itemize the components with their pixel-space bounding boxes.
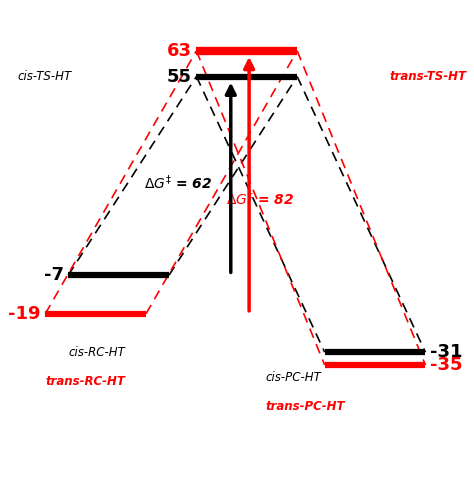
- Text: -31: -31: [430, 343, 463, 361]
- Text: -19: -19: [8, 305, 41, 323]
- Text: trans-PC-HT: trans-PC-HT: [265, 400, 345, 413]
- Text: trans-TS-HT: trans-TS-HT: [390, 70, 466, 83]
- Text: -7: -7: [44, 266, 64, 284]
- Text: trans-RC-HT: trans-RC-HT: [46, 374, 125, 388]
- Text: cis-RC-HT: cis-RC-HT: [68, 346, 125, 359]
- Text: $\Delta G^{\ddagger}$ = 62: $\Delta G^{\ddagger}$ = 62: [144, 173, 212, 192]
- Text: cis-TS-HT: cis-TS-HT: [18, 70, 72, 83]
- Text: -35: -35: [430, 356, 463, 374]
- Text: cis-PC-HT: cis-PC-HT: [265, 372, 321, 384]
- Text: 63: 63: [167, 42, 192, 60]
- Text: 55: 55: [167, 68, 192, 85]
- Text: $\Delta G^{\ddagger}$ = 82: $\Delta G^{\ddagger}$ = 82: [227, 189, 295, 208]
